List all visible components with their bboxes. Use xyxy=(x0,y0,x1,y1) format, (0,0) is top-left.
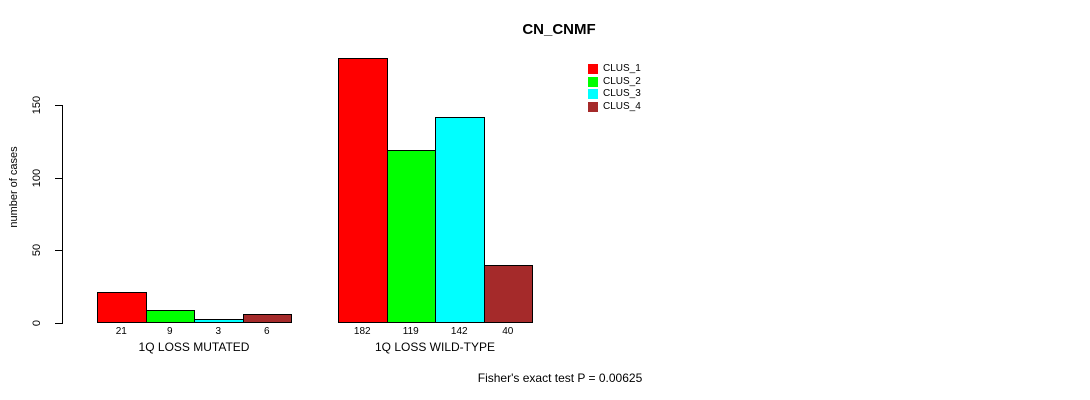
bar-clus_2-group1 xyxy=(145,309,195,323)
bar-value-label: 142 xyxy=(450,326,468,337)
y-tick-mark xyxy=(55,323,62,324)
y-tick-mark xyxy=(55,250,62,252)
legend-item-clus_1: CLUS_1 xyxy=(588,64,641,74)
y-axis-title: number of cases xyxy=(8,146,20,228)
legend-swatch xyxy=(588,76,598,87)
bar-value-label: 40 xyxy=(502,326,514,337)
legend: CLUS_1 CLUS_2 CLUS_3 CLUS_4 xyxy=(588,64,641,114)
legend-swatch xyxy=(588,64,598,74)
y-tick-label: 0 xyxy=(31,319,43,327)
legend-item-clus_4: CLUS_4 xyxy=(588,100,641,112)
category-label: 1Q LOSS WILD-TYPE xyxy=(374,340,496,354)
bar-value-label: 21 xyxy=(115,326,127,337)
legend-swatch xyxy=(588,101,598,112)
bar-value-label: 182 xyxy=(353,326,371,337)
bar-clus_1-group1 xyxy=(97,292,147,323)
bar-value-label: 119 xyxy=(402,326,419,337)
legend-label: CLUS_1 xyxy=(603,63,641,74)
legend-label: CLUS_4 xyxy=(603,100,641,112)
y-tick-label: 100 xyxy=(31,168,43,187)
bar-clus_1-group2 xyxy=(338,58,388,323)
legend-label: CLUS_2 xyxy=(603,75,641,87)
y-tick-label: 50 xyxy=(31,244,43,257)
legend-item-clus_2: CLUS_2 xyxy=(588,75,641,87)
bar-clus_3-group1 xyxy=(194,318,244,323)
bar-clus_2-group2 xyxy=(386,149,436,323)
bar-clus_4-group2 xyxy=(483,264,533,323)
legend-swatch xyxy=(588,89,598,99)
legend-item-clus_3: CLUS_3 xyxy=(588,89,641,99)
y-tick-mark xyxy=(55,104,62,106)
y-tick-label: 150 xyxy=(31,95,43,115)
bar-value-label: 3 xyxy=(215,326,222,337)
bar-value-label: 9 xyxy=(166,326,173,337)
chart-title: CN_CNMF xyxy=(522,21,596,38)
legend-label: CLUS_3 xyxy=(603,88,641,99)
category-label: 1Q LOSS MUTATED xyxy=(138,340,250,354)
y-tick-mark xyxy=(55,177,62,179)
bar-clus_3-group2 xyxy=(435,116,485,323)
bar-value-label: 6 xyxy=(263,326,270,337)
y-axis-line xyxy=(62,104,63,324)
fisher-test-annotation: Fisher's exact test P = 0.00625 xyxy=(477,371,643,385)
bar-clus_4-group1 xyxy=(242,314,292,323)
